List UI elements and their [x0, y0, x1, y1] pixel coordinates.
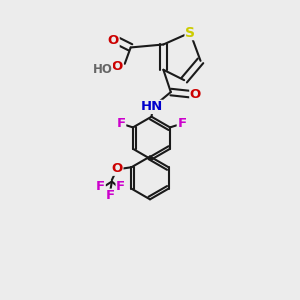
Text: HN: HN — [140, 100, 163, 113]
Text: O: O — [112, 60, 123, 73]
Text: O: O — [108, 34, 119, 46]
Text: HO: HO — [92, 63, 112, 76]
Text: F: F — [177, 117, 187, 130]
Text: F: F — [116, 117, 126, 130]
Text: F: F — [116, 180, 125, 194]
Text: S: S — [185, 26, 195, 40]
Text: F: F — [106, 189, 115, 202]
Text: F: F — [96, 180, 105, 194]
Text: O: O — [112, 162, 123, 175]
Text: O: O — [190, 88, 201, 100]
